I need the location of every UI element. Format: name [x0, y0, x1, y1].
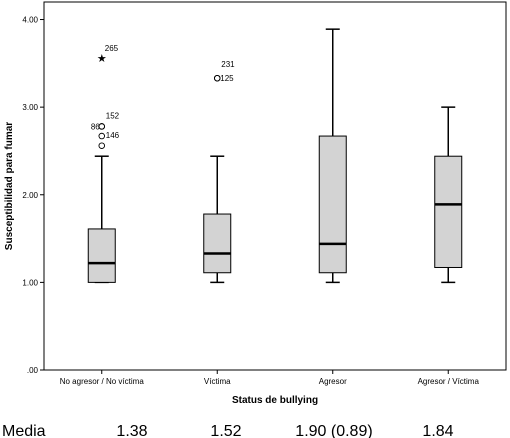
y-axis-title: Susceptibilidad para fumar	[4, 122, 15, 250]
box-2	[203, 155, 232, 284]
mean-footer: Media 1.38 1.52 1.90 (0.89) 1.84	[2, 423, 454, 438]
outlier-circle-marker	[98, 123, 105, 130]
outlier-label: 152	[106, 111, 120, 120]
plot-area	[43, 1, 507, 371]
iqr-box	[203, 213, 232, 274]
outlier-circle-marker	[98, 132, 105, 140]
y-axis: .00 1.00 2.00 3.00 4.00	[22, 16, 44, 375]
box-4	[434, 106, 463, 284]
outlier-label: 125	[220, 74, 234, 83]
y-tick-label: 3.00	[22, 103, 38, 112]
x-axis: No agresor / No víctima Víctima Agresor Agr…	[60, 370, 480, 386]
y-tick-label: 4.00	[22, 16, 38, 25]
footer-mean-value: 1.38	[116, 423, 147, 438]
box-1	[87, 155, 116, 284]
box-series	[87, 28, 463, 284]
footer-mean-value: 1.90 (0.89)	[295, 423, 372, 438]
y-tick-label: 2.00	[22, 191, 38, 200]
x-tick-label: Agresor / Víctima	[418, 377, 480, 386]
outlier-label: 146	[106, 131, 120, 140]
iqr-box	[318, 135, 347, 274]
outlier-circle-marker	[213, 74, 221, 82]
x-tick-label: Agresor	[319, 377, 347, 386]
x-tick-label: No agresor / No víctima	[60, 377, 145, 386]
iqr-box	[87, 228, 116, 283]
outlier-markers: ★265 152 86 146 231 125	[91, 44, 235, 149]
outlier-star-marker: ★	[97, 53, 107, 65]
iqr-box	[434, 155, 463, 268]
footer-mean-value: 1.52	[210, 423, 241, 438]
outlier-label: 86	[91, 122, 100, 131]
x-axis-title: Status de bullying	[232, 395, 318, 406]
outlier-label: 265	[105, 44, 119, 53]
footer-label: Media	[2, 423, 46, 438]
box-3	[318, 28, 347, 284]
footer-mean-value: 1.84	[422, 423, 453, 438]
outlier-circle-marker	[98, 142, 105, 149]
y-tick-label: .00	[27, 366, 39, 375]
y-tick-label: 1.00	[22, 278, 38, 287]
x-tick-label: Víctima	[204, 377, 231, 386]
outlier-label: 231	[221, 60, 235, 69]
